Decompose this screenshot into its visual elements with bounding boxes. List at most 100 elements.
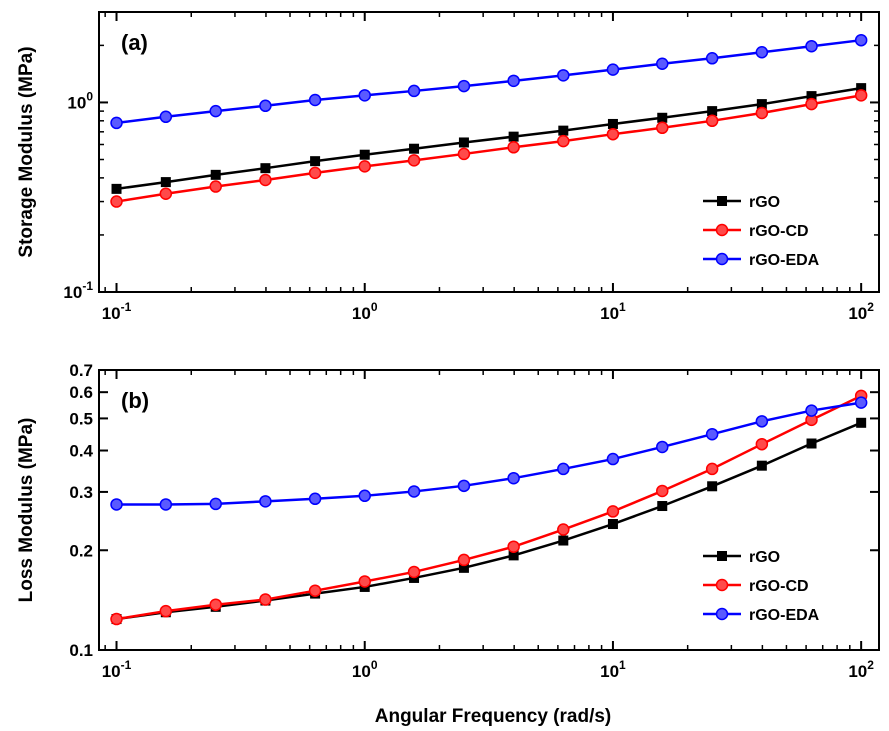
data-point (209, 497, 222, 511)
data-point (854, 396, 868, 409)
data-point (806, 438, 817, 449)
data-point (606, 127, 620, 141)
data-point (308, 93, 322, 107)
data-point (110, 116, 123, 130)
legend-label: rGO-CD (749, 578, 809, 595)
data-point (557, 523, 570, 536)
y-tick-label: 0.3 (69, 483, 93, 502)
y-tick-label: 100 (67, 89, 93, 112)
series-line-rgo-cd (116, 394, 862, 621)
data-point (407, 154, 421, 167)
data-point (755, 437, 769, 451)
legend-marker (717, 196, 727, 206)
x-tick-label: 100 (352, 300, 378, 323)
data-point (259, 593, 272, 606)
data-point (407, 84, 421, 98)
data-point (358, 489, 371, 503)
data-point (657, 501, 668, 512)
plot-frame (98, 369, 880, 651)
data-point (210, 169, 221, 180)
data-point (160, 177, 171, 188)
data-point (110, 498, 123, 511)
data-point (209, 598, 222, 611)
data-point (656, 57, 669, 70)
data-point (707, 481, 718, 492)
data-point (558, 535, 569, 546)
data-point (656, 484, 669, 498)
y-tick-label: 0.1 (69, 641, 93, 660)
data-point (854, 89, 868, 102)
data-point (457, 147, 471, 161)
data-point (407, 565, 421, 579)
data-point (755, 415, 769, 428)
data-point (705, 427, 719, 441)
legend-marker (715, 252, 729, 266)
data-point (259, 99, 272, 113)
data-point (358, 89, 371, 102)
y-tick-label: 0.2 (69, 541, 93, 560)
y-axis-title: Loss Modulus (MPa) (16, 418, 37, 603)
legend-marker (715, 578, 729, 592)
data-point (707, 106, 718, 117)
legend-marker (717, 551, 727, 561)
legend-marker (715, 223, 729, 237)
data-point (407, 485, 421, 498)
data-point (656, 121, 669, 135)
plot-frame (98, 11, 880, 293)
series-line-rgo-eda (116, 401, 862, 506)
data-point (308, 584, 322, 597)
data-point (507, 540, 520, 553)
y-axis-title: Storage Modulus (MPa) (16, 46, 37, 257)
legend-label: rGO-CD (749, 223, 809, 240)
data-point (507, 471, 520, 485)
x-tick-label: 100 (352, 658, 378, 681)
data-point (359, 149, 370, 160)
legend-label: rGO (749, 194, 780, 211)
data-point (409, 143, 420, 154)
data-point (756, 99, 767, 110)
data-point (755, 106, 769, 120)
data-point (756, 460, 767, 471)
data-point (557, 134, 570, 148)
data-point (358, 575, 371, 588)
data-point (457, 79, 471, 93)
series-line-rgo (116, 421, 862, 621)
data-point (159, 187, 173, 200)
data-point (606, 505, 620, 518)
data-point (657, 112, 668, 123)
data-point (607, 519, 618, 530)
data-point (705, 52, 719, 65)
x-tick-label: 102 (848, 658, 874, 681)
y-tick-label: 0.7 (69, 361, 93, 380)
data-point (159, 604, 173, 618)
data-point (805, 97, 818, 111)
data-point (508, 131, 519, 142)
panel-label: (b) (121, 388, 149, 413)
y-tick-label: 10-1 (63, 279, 93, 302)
data-point (457, 479, 471, 493)
data-point (854, 33, 868, 47)
data-point (606, 63, 620, 76)
data-point (458, 137, 469, 148)
x-tick-label: 101 (600, 658, 626, 681)
y-tick-label: 0.5 (69, 409, 93, 428)
data-point (110, 612, 123, 626)
series-line-rgo-eda (116, 38, 862, 125)
legend-label: rGO (749, 549, 780, 566)
data-point (308, 492, 322, 506)
x-tick-label: 102 (848, 300, 874, 323)
panel-loss-modulus: 10-1 100 101 102 0.1 0.2 0.3 0.4 0.5 0.6 0.7 Loss M… (16, 361, 880, 681)
x-tick-label: 10-1 (102, 658, 132, 681)
panel-storage-modulus: 10-1 100 101 102 10-1 100 Storage Modulus (MPa… (16, 11, 880, 323)
data-point (110, 195, 123, 208)
data-point (259, 173, 272, 187)
data-point (507, 141, 520, 154)
data-point (260, 163, 271, 174)
data-point (557, 462, 570, 476)
data-point (705, 114, 719, 128)
legend-marker (715, 607, 729, 621)
data-point (209, 104, 222, 118)
data-point (457, 553, 471, 567)
data-point (558, 125, 569, 136)
